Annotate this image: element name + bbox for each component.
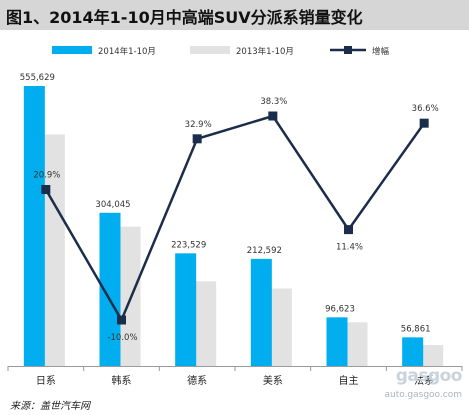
bar-2013-1: [119, 226, 141, 366]
bar-2014-5: [402, 337, 424, 366]
bar-2014-3: [250, 258, 272, 366]
data-label-2014-1: 304,045: [95, 200, 130, 210]
chart-title: 图1、2014年1-10月中高端SUV分派系销量变化: [6, 8, 363, 27]
legend-label-2014: 2014年1-10月: [98, 46, 156, 57]
growth-marker-3: [268, 111, 278, 121]
watermark-logo: gasgoo auto.gasgoo.com: [370, 366, 466, 412]
source-note: 来源：盖世汽车网: [10, 401, 90, 412]
bar-2014-1: [99, 212, 121, 366]
x-tick-label-5: 法系: [414, 374, 434, 387]
x-tick-label-1: 韩系: [112, 374, 132, 387]
bar-2013-2: [195, 281, 217, 366]
growth-label-0: 20.9%: [33, 170, 60, 180]
bar-2014-4: [326, 317, 348, 366]
data-label-2014-2: 223,529: [171, 240, 206, 250]
x-tick-label-2: 德系: [187, 374, 207, 387]
growth-marker-0: [41, 184, 51, 194]
bar-2013-5: [422, 345, 444, 366]
data-label-2014-4: 96,623: [325, 304, 355, 314]
growth-label-5: 36.6%: [412, 104, 439, 114]
title-bar: 图1、2014年1-10月中高端SUV分派系销量变化: [0, 0, 469, 30]
data-label-2014-3: 212,592: [247, 246, 282, 256]
x-tick-label-0: 日系: [36, 375, 56, 387]
bar-2014-0: [23, 86, 45, 366]
watermark-logo-text: gasgoo: [395, 366, 463, 386]
growth-label-1: -10.0%: [107, 333, 137, 343]
growth-marker-2: [192, 134, 202, 144]
growth-marker-1: [117, 315, 126, 325]
x-tick-label-3: 美系: [263, 374, 283, 387]
growth-line: [44, 114, 426, 323]
data-label-2014-5: 56,861: [401, 324, 431, 334]
legend-label-growth: 增幅: [372, 46, 390, 57]
legend-swatch-2013: [190, 46, 230, 54]
bar-2014-2: [175, 253, 197, 366]
legend-swatch-2014: [52, 46, 92, 54]
growth-marker-4: [344, 225, 353, 235]
bar-2013-0: [43, 134, 65, 366]
bar-2013-4: [346, 322, 368, 366]
growth-label-2: 32.9%: [185, 120, 212, 130]
legend-marker-growth: [344, 46, 352, 54]
growth-marker-5: [419, 118, 429, 128]
legend-label-2013: 2013年1-10月: [236, 46, 294, 57]
growth-label-4: 11.4%: [336, 243, 363, 253]
x-tick-label-4: 自主: [339, 374, 359, 387]
watermark-url: auto.gasgoo.com: [384, 390, 462, 400]
growth-label-3: 38.3%: [260, 97, 287, 107]
bar-2013-3: [270, 288, 292, 366]
data-label-2014-0: 555,629: [20, 73, 55, 83]
